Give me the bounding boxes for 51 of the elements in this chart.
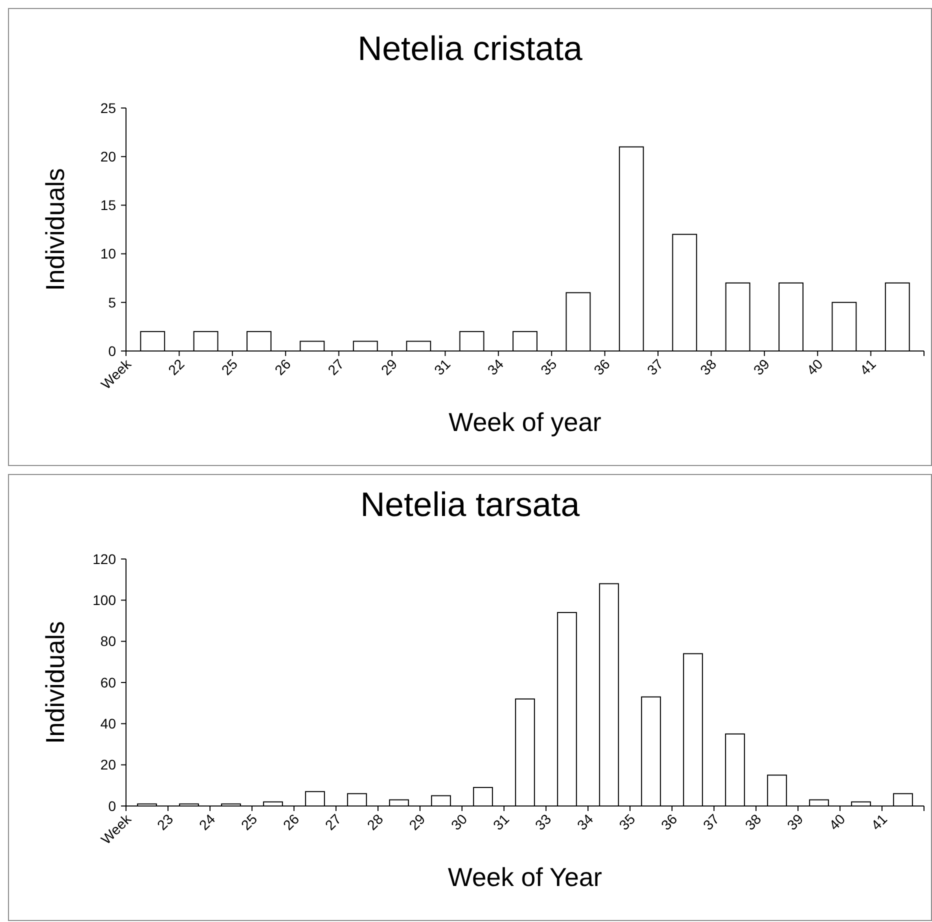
chart-title: Netelia tarsata: [360, 486, 580, 524]
x-tick-label: 35: [537, 356, 560, 378]
y-tick-label: 120: [92, 550, 116, 567]
y-tick-label: 5: [108, 294, 116, 310]
x-tick-label: 33: [532, 810, 554, 834]
x-tick-label: 27: [324, 356, 348, 378]
x-tick-label: 36: [590, 356, 614, 378]
y-tick-label: 40: [100, 716, 116, 732]
x-tick-label: 26: [280, 810, 302, 834]
x-axis-title: Week of year: [448, 407, 602, 437]
x-tick-label: 23: [154, 810, 176, 834]
x-tick-label: 37: [644, 356, 666, 378]
x-tick-label: 31: [430, 356, 454, 378]
x-tick-label: 39: [784, 810, 806, 834]
x-tick-label: 41: [868, 810, 890, 834]
y-tick-label: 10: [100, 246, 116, 262]
x-tick-label: 28: [364, 810, 386, 834]
y-axis-title: Individuals: [40, 621, 70, 744]
x-tick-label: 37: [700, 810, 722, 834]
x-tick-label: 31: [490, 810, 512, 834]
x-tick-label: 39: [750, 356, 773, 378]
y-tick-label: 0: [108, 798, 116, 814]
x-tick-label: 30: [448, 810, 470, 834]
y-tick-label: 100: [92, 592, 116, 608]
y-tick-label: 80: [100, 633, 116, 650]
x-axis-title: Week of Year: [448, 862, 602, 892]
x-tick-label: 22: [164, 356, 188, 378]
x-tick-label: 40: [826, 810, 848, 834]
x-tick-label: 26: [271, 356, 294, 378]
x-tick-label: 38: [696, 356, 720, 378]
y-axis-title: Individuals: [40, 168, 70, 291]
x-tick-label: 29: [406, 810, 428, 834]
y-tick-label: 20: [100, 756, 116, 773]
x-tick-label: 34: [484, 356, 507, 378]
x-tick-label: 41: [856, 356, 880, 378]
y-tick-label: 25: [100, 100, 116, 116]
x-tick-label: 35: [616, 810, 638, 834]
y-tick-label: 60: [100, 674, 116, 690]
x-tick-label: 36: [658, 810, 680, 834]
y-tick-label: 15: [100, 197, 116, 214]
y-tick-label: 0: [108, 342, 116, 359]
x-tick-label: 34: [574, 810, 596, 834]
x-tick-label: 27: [322, 810, 344, 834]
x-tick-label: 40: [803, 356, 826, 378]
y-tick-label: 20: [100, 148, 116, 164]
chart-title: Netelia cristata: [358, 30, 583, 68]
x-tick-label: 24: [196, 810, 218, 834]
x-tick-label: 38: [742, 810, 764, 834]
x-tick-label: 29: [378, 356, 400, 378]
x-tick-label: 25: [218, 356, 241, 378]
x-tick-label: 25: [238, 810, 260, 834]
